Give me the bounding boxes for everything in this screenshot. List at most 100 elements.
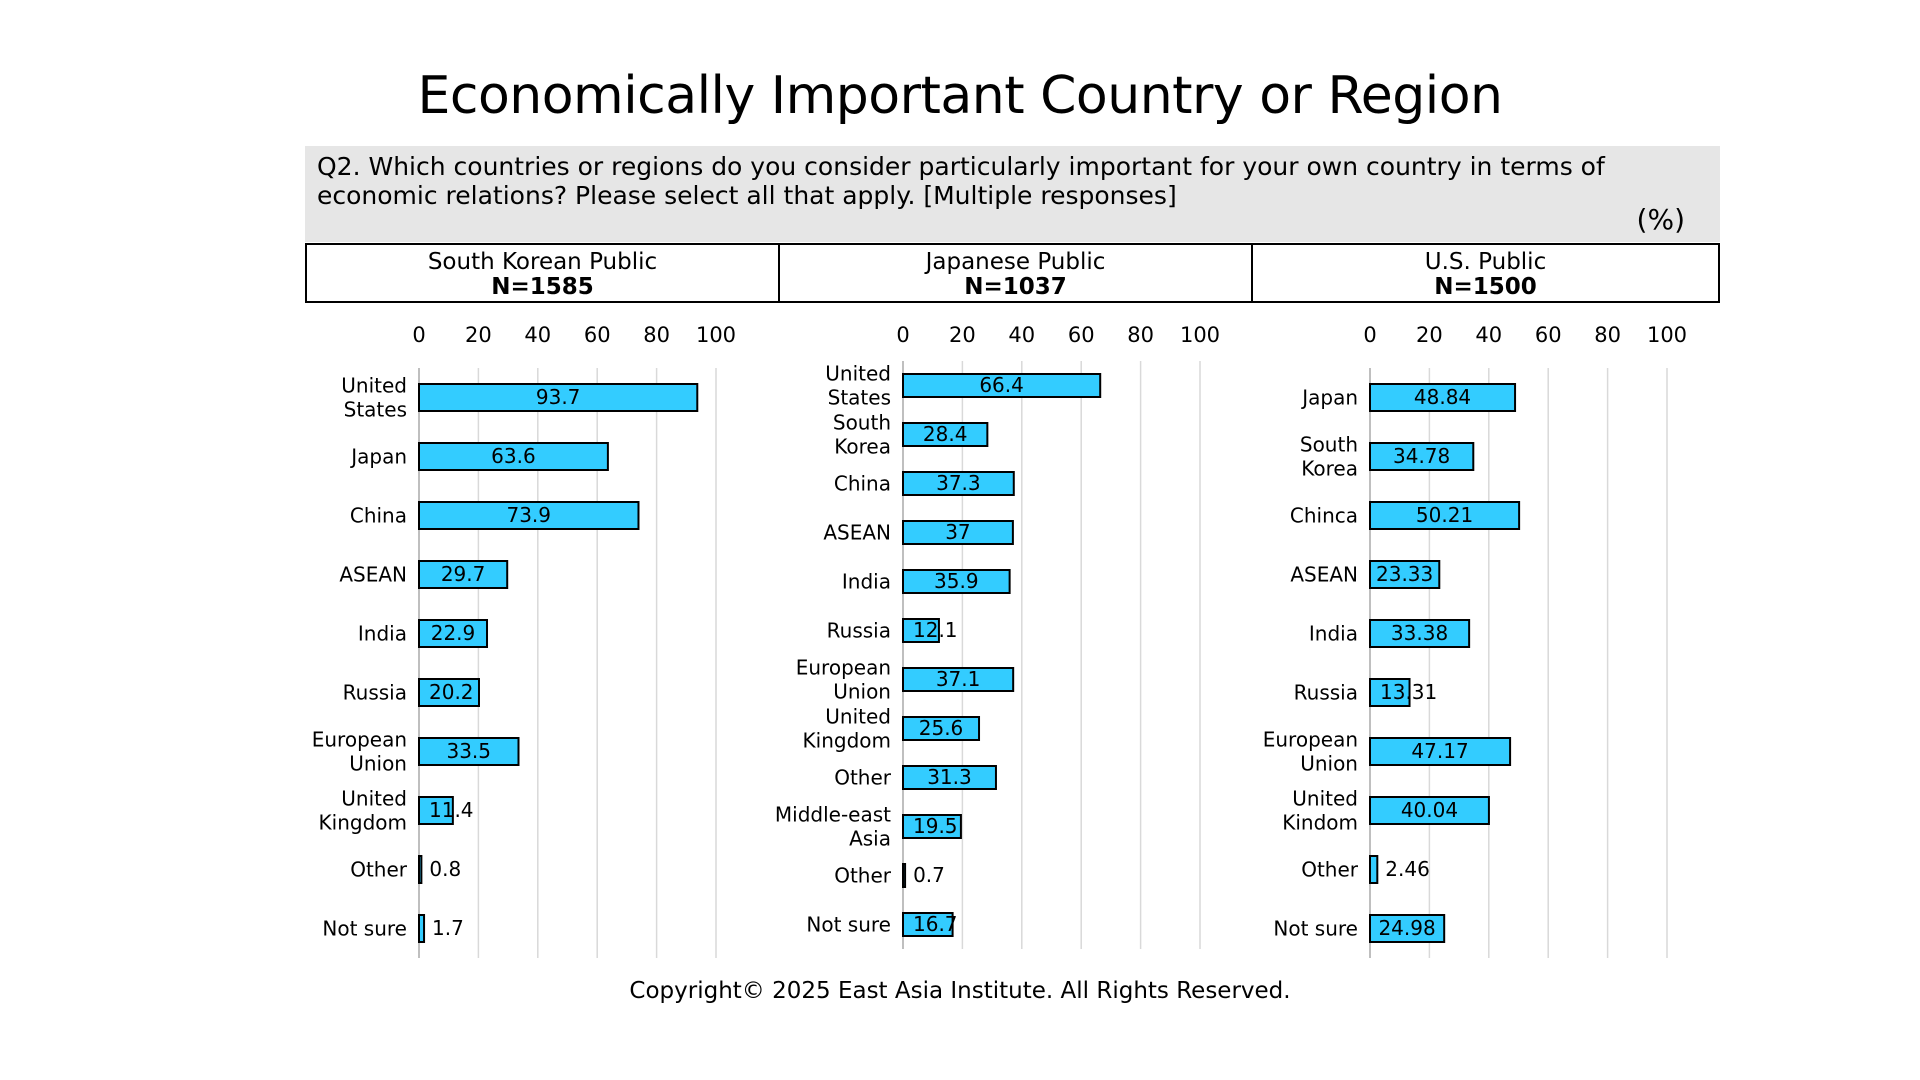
- category-label: Other: [1301, 858, 1359, 882]
- data-label: 25.6: [919, 716, 964, 740]
- data-label: 24.98: [1378, 916, 1435, 940]
- bar: [902, 520, 1014, 545]
- data-label: 50.21: [1416, 503, 1473, 527]
- x-tick-label: 0: [1363, 323, 1376, 347]
- data-label: 29.7: [441, 562, 486, 586]
- data-label: 93.7: [536, 385, 581, 409]
- chart-south-korean-public: 0 20 40 60 80 100 93.7 United States 63.6 Japan 73.…: [312, 323, 736, 958]
- bar: [418, 737, 520, 766]
- category-label: Russia: [827, 619, 891, 643]
- data-label: 34.78: [1393, 444, 1450, 468]
- category-label: Russia: [1294, 681, 1358, 705]
- x-tick-label: 0: [412, 323, 425, 347]
- category-label: Russia: [343, 681, 407, 705]
- x-tick-label: 40: [1008, 323, 1035, 347]
- bar: [1369, 560, 1441, 589]
- bar: [902, 863, 907, 888]
- category-label: South Korea: [1300, 433, 1358, 481]
- x-tick-label: 80: [643, 323, 670, 347]
- data-label: 63.6: [491, 444, 536, 468]
- data-label: 31.3: [927, 765, 972, 789]
- x-tick-label: 40: [524, 323, 551, 347]
- sample-size: N=1500: [1434, 274, 1537, 300]
- category-label: China: [834, 472, 891, 496]
- data-label: 37: [945, 520, 970, 544]
- category-label: Other: [350, 858, 408, 882]
- category-label: Japan: [1300, 386, 1358, 410]
- data-label: 23.33: [1376, 562, 1433, 586]
- x-tick-label: 60: [1535, 323, 1562, 347]
- data-label: 37.3: [936, 471, 981, 495]
- unit-label: (%): [1636, 203, 1685, 236]
- bar: [902, 912, 954, 937]
- bar: [1369, 796, 1490, 825]
- category-label: Chinca: [1290, 504, 1358, 528]
- bar: [902, 667, 1015, 692]
- bar: [418, 560, 509, 589]
- bar: [902, 422, 989, 447]
- x-tick-label: 80: [1594, 323, 1621, 347]
- bar: [902, 569, 1011, 594]
- bar: [1369, 914, 1446, 943]
- data-label: 19.5: [913, 814, 958, 838]
- header-south-korean-public: South Korean Public N=1585: [305, 243, 780, 303]
- data-label: 28.4: [923, 422, 968, 446]
- bar: [902, 471, 1015, 496]
- data-label: 33.38: [1391, 621, 1448, 645]
- category-label: China: [350, 504, 407, 528]
- header-japanese-public: Japanese Public N=1037: [778, 243, 1253, 303]
- bar: [1369, 855, 1379, 884]
- bar: [418, 678, 480, 707]
- category-label: ASEAN: [1290, 563, 1358, 587]
- chart-title: Economically Important Country or Region: [417, 66, 1503, 126]
- chart-japanese-public: 0 20 40 60 80 100 66.4 United States 28.4 South Kor…: [775, 323, 1220, 949]
- bar: [1369, 737, 1512, 766]
- x-tick-label: 40: [1475, 323, 1502, 347]
- x-tick-label: 0: [896, 323, 909, 347]
- category-label: United States: [825, 362, 891, 410]
- x-tick-label: 20: [1416, 323, 1443, 347]
- bar: [902, 618, 940, 643]
- x-tick-label: 20: [465, 323, 492, 347]
- chart-us-public: 0 20 40 60 80 100 48.84 Japan 34.78 South Korea 50.…: [1263, 323, 1687, 958]
- x-tick-label: 100: [696, 323, 736, 347]
- data-label: 20.2: [429, 680, 474, 704]
- data-label: 66.4: [979, 373, 1024, 397]
- copyright-notice: Copyright© 2025 East Asia Institute. All…: [629, 978, 1291, 1004]
- question-box: Q2. Which countries or regions do you co…: [305, 146, 1720, 242]
- data-label: 73.9: [506, 503, 551, 527]
- category-label: Japan: [349, 445, 407, 469]
- category-label: ASEAN: [823, 521, 891, 545]
- data-label: 37.1: [936, 667, 981, 691]
- bar: [418, 619, 489, 648]
- data-label: 40.04: [1401, 798, 1458, 822]
- data-label: 35.9: [934, 569, 979, 593]
- category-label: United Kingdom: [803, 705, 891, 753]
- data-label: 22.9: [431, 621, 476, 645]
- data-label: 16.7: [913, 912, 958, 936]
- header-us-public: U.S. Public N=1500: [1251, 243, 1720, 303]
- category-label: United Kindom: [1282, 787, 1358, 835]
- category-label: Other: [834, 766, 892, 790]
- bar: [418, 501, 640, 530]
- data-label: 13.31: [1380, 680, 1437, 704]
- category-label: India: [358, 622, 407, 646]
- category-label: Not sure: [1273, 917, 1358, 941]
- x-tick-label: 100: [1180, 323, 1220, 347]
- category-label: South Korea: [833, 411, 891, 459]
- category-label: European Union: [312, 728, 407, 776]
- x-tick-label: 80: [1127, 323, 1154, 347]
- bar: [1369, 619, 1471, 648]
- bar: [902, 373, 1102, 398]
- category-label: Not sure: [806, 913, 891, 937]
- x-tick-label: 20: [949, 323, 976, 347]
- data-label: 33.5: [446, 739, 491, 763]
- group-name: South Korean Public: [427, 249, 658, 275]
- bar: [1369, 678, 1411, 707]
- bar: [902, 814, 962, 839]
- bar: [1369, 383, 1517, 412]
- category-label: Middle-east Asia: [775, 803, 891, 851]
- bar: [1369, 501, 1521, 530]
- bar: [418, 914, 426, 943]
- group-name: Japanese Public: [925, 249, 1106, 275]
